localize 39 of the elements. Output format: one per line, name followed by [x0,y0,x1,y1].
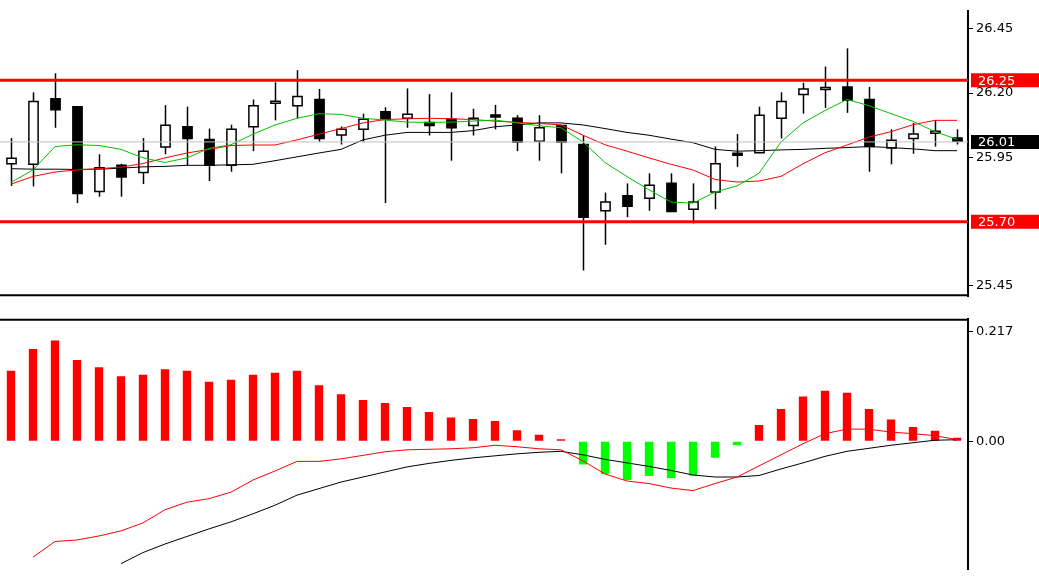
bar [688,441,698,476]
bar [380,402,390,441]
bar [754,425,764,441]
bar [182,370,192,441]
bar [424,412,434,441]
bar [72,360,82,441]
bar [94,367,104,441]
bar [314,385,324,441]
y-tick-label: 25.45 [976,277,1014,293]
bar [710,441,720,458]
y-tick-label: 0.00 [976,432,1005,448]
bar [292,370,302,441]
y-tick-label: 26.45 [976,20,1014,36]
bar [358,399,368,441]
bar [116,376,126,441]
bar [402,406,412,441]
bar [622,441,632,481]
bar [160,369,170,441]
ref-line-label: 26.01 [978,134,1016,150]
bar [666,441,676,479]
bar [336,394,346,441]
bar [138,374,148,441]
bar [446,417,456,441]
bar [644,441,654,476]
bar [248,374,258,441]
bar [270,372,280,441]
y-tick-label: 25.95 [976,148,1014,164]
bar [226,379,236,441]
bar [776,408,786,441]
y-tick-label: 0.217 [976,323,1014,339]
bar [204,381,214,441]
bar [28,349,38,441]
ref-line-label: 25.70 [978,214,1016,230]
bar [6,370,16,441]
bar [50,340,60,441]
bar [468,419,478,441]
bar [490,421,500,441]
bar [512,430,522,441]
bar [534,434,544,441]
